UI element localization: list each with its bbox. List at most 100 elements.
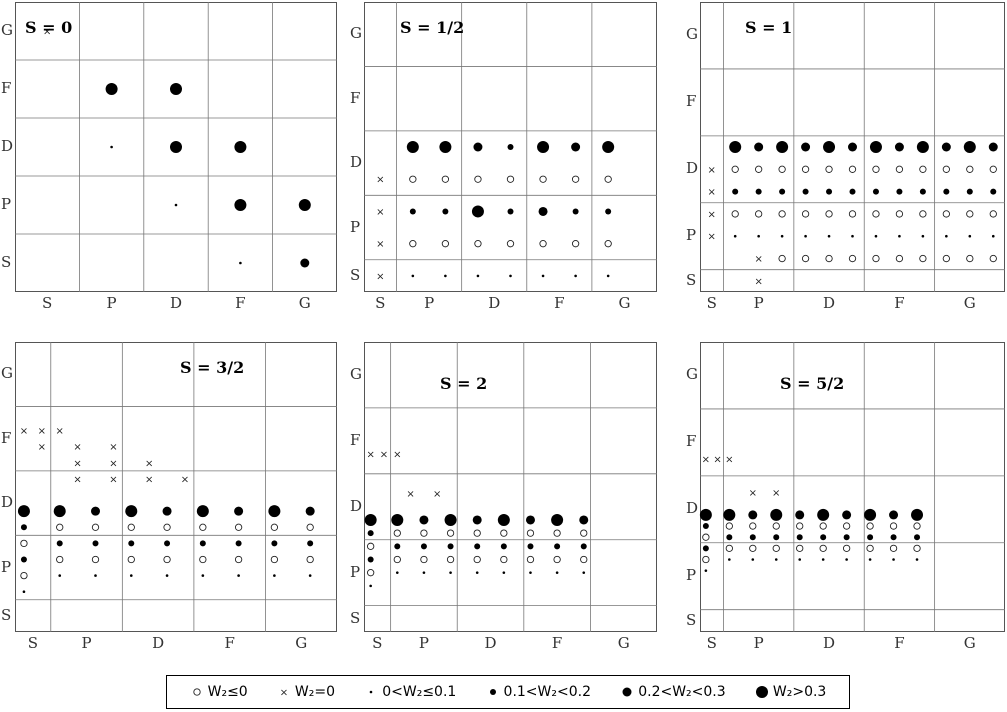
- filled-dot-marker: [823, 141, 836, 153]
- legend-symbol-zero: ×: [280, 688, 288, 699]
- filled-dot-marker: [411, 274, 415, 278]
- row-label-p: P: [1, 195, 12, 213]
- filled-dot-marker: [162, 506, 172, 516]
- filled-dot-marker: [476, 274, 480, 278]
- cross-marker: ×: [393, 450, 401, 461]
- filled-dot-marker: [273, 574, 276, 577]
- panel-plot: × × × × × ×: [700, 2, 1005, 292]
- cross-marker: ×: [43, 27, 51, 38]
- column-label-g: G: [963, 634, 976, 652]
- cross-marker: ×: [725, 455, 733, 466]
- filled-dot-marker: [848, 142, 857, 152]
- cross-marker: ×: [376, 239, 384, 250]
- panel-4: × × × × × × × × × × × × ×: [15, 342, 337, 632]
- column-label-f: F: [894, 634, 905, 652]
- filled-dot-marker: [774, 558, 778, 561]
- filled-dot-marker: [525, 515, 535, 525]
- filled-dot-marker: [605, 208, 612, 215]
- column-label-p: P: [106, 294, 117, 312]
- row-label-d: D: [686, 499, 699, 518]
- filled-dot-marker: [129, 574, 133, 577]
- column-label-f: F: [235, 294, 246, 312]
- panel-frame: [700, 342, 1005, 632]
- filled-dot-marker: [394, 543, 401, 550]
- panel-6: × × × × ×: [699, 342, 1005, 632]
- panel-frame: [15, 2, 337, 292]
- filled-dot-marker: [94, 574, 97, 577]
- filled-dot-marker: [726, 534, 733, 541]
- open-circle-marker: [553, 529, 561, 537]
- filled-dot-marker: [444, 274, 447, 278]
- row-label-s: S: [350, 265, 361, 284]
- filled-dot-marker: [56, 540, 63, 547]
- open-circle-marker: [825, 165, 833, 173]
- filled-dot-marker: [471, 205, 484, 218]
- open-circle-marker: [163, 555, 171, 564]
- open-circle-marker: [919, 254, 927, 263]
- filled-dot-marker: [125, 505, 138, 518]
- filled-dot-marker: [572, 208, 579, 215]
- cross-marker: ×: [145, 474, 153, 485]
- cross-marker: ×: [109, 458, 117, 469]
- filled-dot-marker: [827, 234, 831, 238]
- row-label-s: S: [1, 253, 12, 271]
- open-circle-marker: [755, 165, 763, 173]
- legend-marker: [755, 686, 768, 698]
- filled-dot-marker: [754, 142, 764, 152]
- filled-dot-marker: [914, 534, 921, 541]
- cross-marker: ×: [56, 426, 64, 437]
- filled-dot-marker: [896, 188, 903, 195]
- open-circle-marker: [163, 523, 171, 531]
- open-circle-marker: [772, 544, 780, 552]
- filled-dot-marker: [733, 234, 737, 238]
- open-circle-marker: [966, 254, 974, 263]
- open-circle-marker: [553, 555, 561, 564]
- filled-dot-marker: [729, 141, 742, 153]
- filled-dot-marker: [369, 584, 372, 588]
- panel-title: S = 5/2: [780, 374, 845, 393]
- open-circle-marker: [848, 210, 857, 218]
- filled-dot-marker: [943, 188, 950, 195]
- filled-dot-marker: [164, 540, 171, 547]
- filled-dot-marker: [447, 543, 454, 550]
- row-label-d: D: [1, 137, 14, 155]
- open-circle-marker: [848, 254, 857, 263]
- filled-dot-marker: [864, 508, 877, 521]
- open-circle-marker: [801, 210, 810, 218]
- panel-2: × × × ×: [364, 2, 657, 292]
- open-circle-marker: [872, 165, 880, 173]
- cross-marker: ×: [38, 426, 46, 437]
- filled-dot-marker: [502, 571, 506, 574]
- filled-dot-marker: [509, 274, 512, 278]
- open-circle-marker: [919, 210, 927, 218]
- filled-dot-marker: [804, 234, 807, 238]
- legend-item-zero: × W₂=0: [277, 684, 335, 700]
- open-circle-marker: [749, 544, 757, 552]
- panel-5: × × × × ×: [364, 342, 657, 632]
- legend-label: W₂=0: [294, 684, 336, 700]
- filled-dot-marker: [537, 141, 550, 153]
- row-label-p: P: [350, 562, 361, 581]
- open-circle-marker: [234, 523, 243, 531]
- open-circle-marker: [989, 165, 997, 173]
- open-circle-marker: [725, 544, 733, 552]
- row-label-f: F: [1, 79, 12, 97]
- cross-marker: ×: [73, 442, 81, 453]
- open-circle-marker: [446, 555, 455, 564]
- cross-marker: ×: [109, 474, 117, 485]
- filled-dot-marker: [867, 534, 874, 541]
- open-circle-marker: [473, 555, 481, 564]
- filled-dot-marker: [843, 534, 850, 541]
- filled-dot-marker: [796, 534, 803, 541]
- legend-symbol-s1: [369, 690, 373, 694]
- filled-dot-marker: [966, 188, 973, 195]
- open-circle-marker: [731, 210, 739, 218]
- open-circle-marker: [702, 555, 710, 564]
- open-circle-marker: [91, 555, 100, 564]
- row-label-p: P: [686, 566, 697, 585]
- open-circle-marker: [234, 555, 243, 564]
- filled-dot-marker: [300, 258, 310, 268]
- filled-dot-marker: [105, 83, 118, 95]
- open-circle-marker: [500, 529, 508, 537]
- open-circle-marker: [866, 544, 874, 552]
